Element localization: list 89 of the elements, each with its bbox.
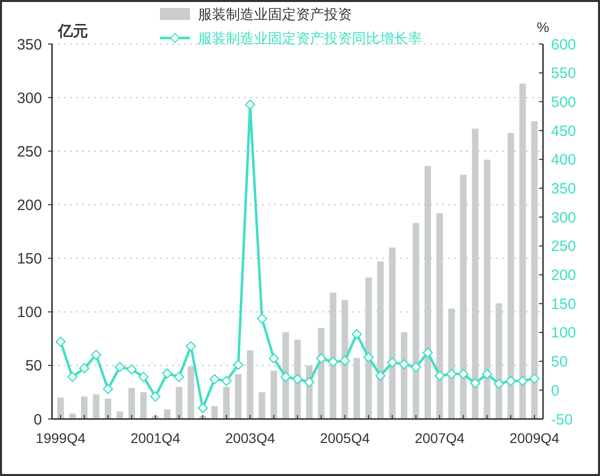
bar bbox=[258, 392, 266, 419]
y-tick-label: 100 bbox=[16, 304, 42, 322]
y2-tick-label: 350 bbox=[551, 180, 576, 198]
point bbox=[209, 374, 220, 384]
y-tick-label: 250 bbox=[16, 143, 42, 160]
point bbox=[340, 356, 350, 366]
bar bbox=[164, 409, 170, 419]
point bbox=[150, 391, 160, 402]
bar bbox=[128, 388, 135, 419]
point bbox=[256, 314, 268, 324]
point bbox=[268, 353, 279, 364]
point bbox=[517, 376, 528, 386]
y2-tick-label: 0 bbox=[551, 382, 560, 400]
point bbox=[446, 368, 457, 380]
y2-tick-label: 600 bbox=[551, 36, 576, 54]
y2-tick-label: 400 bbox=[551, 152, 576, 169]
point bbox=[529, 374, 540, 384]
point bbox=[233, 360, 244, 370]
point bbox=[102, 384, 114, 394]
point bbox=[363, 352, 374, 362]
x-tick-label: 2007Q4 bbox=[414, 430, 465, 446]
y2-tick-label: 150 bbox=[551, 296, 576, 313]
y2-tick-label: 450 bbox=[551, 122, 576, 140]
point bbox=[292, 374, 303, 384]
point bbox=[494, 378, 504, 389]
point bbox=[79, 363, 90, 374]
legend-label: 服装制造业固定资产投资同比增长率 bbox=[198, 30, 422, 46]
bar bbox=[211, 406, 218, 419]
point bbox=[221, 376, 232, 386]
point bbox=[387, 357, 398, 368]
y-tick-label: 50 bbox=[25, 358, 42, 375]
x-tick-label: 2001Q4 bbox=[130, 430, 180, 446]
x-tick-label: 2003Q4 bbox=[225, 430, 276, 446]
x-tick-label: 2005Q4 bbox=[320, 430, 370, 446]
bar bbox=[223, 386, 230, 419]
y-tick-label: 350 bbox=[16, 36, 42, 54]
point bbox=[458, 368, 468, 380]
point bbox=[304, 376, 314, 388]
point bbox=[245, 99, 256, 110]
point bbox=[422, 348, 433, 358]
y2-tick-label: 250 bbox=[551, 238, 576, 256]
y2-tick-label: 500 bbox=[551, 94, 576, 111]
y2-tick-label: 300 bbox=[551, 209, 576, 226]
x-tick-label: 2009Q4 bbox=[510, 430, 560, 446]
point bbox=[67, 372, 78, 382]
point bbox=[375, 370, 386, 381]
point bbox=[174, 372, 184, 382]
point bbox=[91, 350, 102, 360]
point bbox=[482, 368, 492, 380]
bar bbox=[270, 370, 278, 419]
y-tick-label: 150 bbox=[16, 250, 42, 268]
point bbox=[186, 341, 196, 352]
bar bbox=[400, 332, 408, 419]
point bbox=[55, 336, 66, 347]
point bbox=[470, 378, 480, 388]
y2-tick-label: 100 bbox=[551, 324, 576, 342]
point bbox=[506, 376, 516, 386]
bar bbox=[57, 398, 64, 419]
legend-label: 服装制造业固定资产投资 bbox=[198, 6, 352, 22]
point bbox=[410, 362, 422, 372]
point bbox=[280, 372, 291, 382]
point bbox=[198, 402, 208, 414]
bar bbox=[140, 392, 147, 419]
y-tick-label: 300 bbox=[16, 90, 42, 107]
x-tick-label: 1999Q4 bbox=[36, 430, 86, 446]
point bbox=[138, 372, 149, 382]
y2-tick-label: 50 bbox=[551, 354, 568, 371]
bar bbox=[104, 398, 112, 419]
y-axis-title: 亿元 bbox=[57, 23, 88, 40]
y2-axis-title: % bbox=[536, 19, 550, 35]
y-tick-label: 0 bbox=[34, 411, 42, 428]
point bbox=[328, 356, 338, 367]
bar bbox=[81, 396, 88, 419]
y2-tick-label: 200 bbox=[551, 267, 576, 284]
y2-tick-label: -50 bbox=[551, 411, 573, 428]
bar bbox=[69, 414, 76, 419]
bar bbox=[92, 394, 100, 419]
point bbox=[126, 364, 137, 374]
bar bbox=[235, 374, 242, 419]
point bbox=[316, 353, 326, 364]
point bbox=[162, 368, 172, 379]
point bbox=[114, 362, 125, 372]
point bbox=[352, 329, 362, 340]
bar bbox=[176, 386, 182, 419]
y2-tick-label: 550 bbox=[551, 65, 576, 82]
y-tick-label: 200 bbox=[16, 196, 42, 214]
bar bbox=[116, 412, 124, 419]
point bbox=[399, 359, 410, 370]
point bbox=[434, 370, 445, 381]
